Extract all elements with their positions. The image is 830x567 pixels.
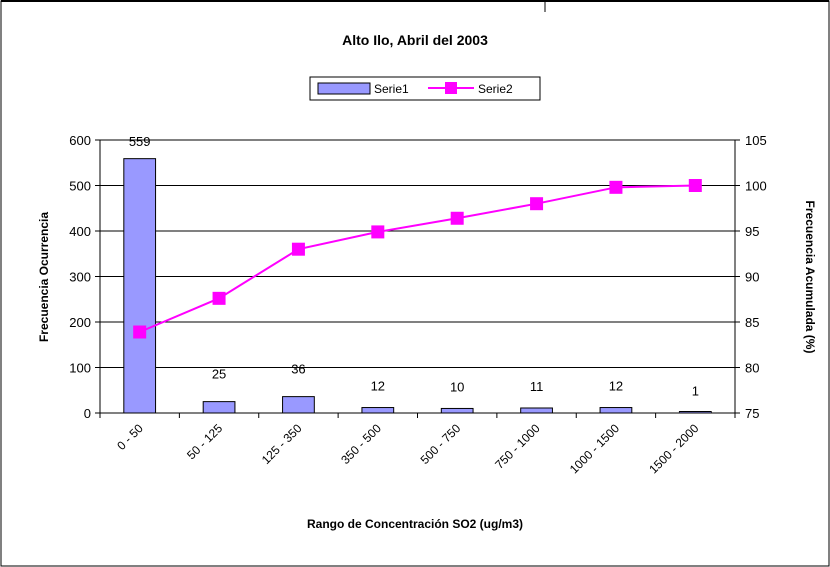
bar-data-label: 10 [450, 379, 464, 394]
y2-tick-label: 80 [745, 361, 759, 376]
y2-tick-label: 75 [745, 406, 759, 421]
bar-data-label: 1 [692, 384, 699, 399]
series2-marker [450, 211, 464, 225]
right-axis-ticks: 75 80 85 90 95 100 105 [735, 133, 767, 421]
series2-marker [133, 325, 147, 339]
bar-data-label: 559 [129, 134, 151, 149]
bar-data-label: 36 [291, 362, 305, 377]
y-tick-label: 500 [69, 179, 91, 194]
legend-serie2-marker [445, 82, 457, 94]
bar [123, 158, 157, 414]
y-tick-label: 600 [69, 133, 91, 148]
y2-tick-label: 105 [745, 133, 767, 148]
legend-serie2-label: Serie2 [478, 82, 513, 96]
bar-data-label: 12 [609, 379, 623, 394]
y-tick-label: 0 [84, 406, 91, 421]
bar [599, 407, 633, 414]
y2-axis-label: Frecuencia Acumulada (%) [803, 201, 817, 354]
bar [282, 396, 315, 414]
bar [361, 407, 395, 414]
bar-data-labels: 559 25 36 12 10 11 12 1 [129, 134, 699, 399]
series2-marker [609, 180, 623, 194]
gridlines [100, 139, 735, 368]
bar-series [123, 158, 712, 414]
bar-data-label: 25 [212, 367, 226, 382]
series2-marker [212, 291, 226, 305]
bar-data-label: 11 [530, 379, 544, 394]
y-tick-label: 200 [69, 315, 91, 330]
series2-line [139, 184, 696, 333]
bar [520, 407, 553, 414]
x-axis-label: Rango de Concentración SO2 (ug/m3) [307, 517, 523, 531]
legend: Serie1 Serie2 [309, 76, 541, 101]
y-tick-label: 400 [69, 224, 91, 239]
y-tick-label: 100 [69, 361, 91, 376]
chart-title: Alto Ilo, Abril del 2003 [342, 32, 488, 48]
legend-serie1-label: Serie1 [374, 82, 409, 96]
series2-marker [371, 225, 385, 239]
bar [202, 401, 236, 414]
y-tick-label: 300 [69, 270, 91, 285]
series2-marker [688, 179, 702, 192]
legend-serie1-swatch [317, 82, 371, 95]
bar [440, 407, 474, 414]
y2-tick-label: 85 [745, 315, 759, 330]
series2-marker [530, 197, 544, 211]
line-series [133, 179, 702, 339]
left-axis-ticks: 0 100 200 300 400 500 600 [69, 133, 100, 421]
y2-tick-label: 100 [745, 179, 767, 194]
bar-data-label: 12 [371, 379, 385, 394]
y2-tick-label: 95 [745, 224, 759, 239]
series2-marker [291, 242, 305, 256]
y2-tick-label: 90 [745, 270, 759, 285]
y-axis-label: Frecuencia Ocurrencia [37, 212, 51, 342]
